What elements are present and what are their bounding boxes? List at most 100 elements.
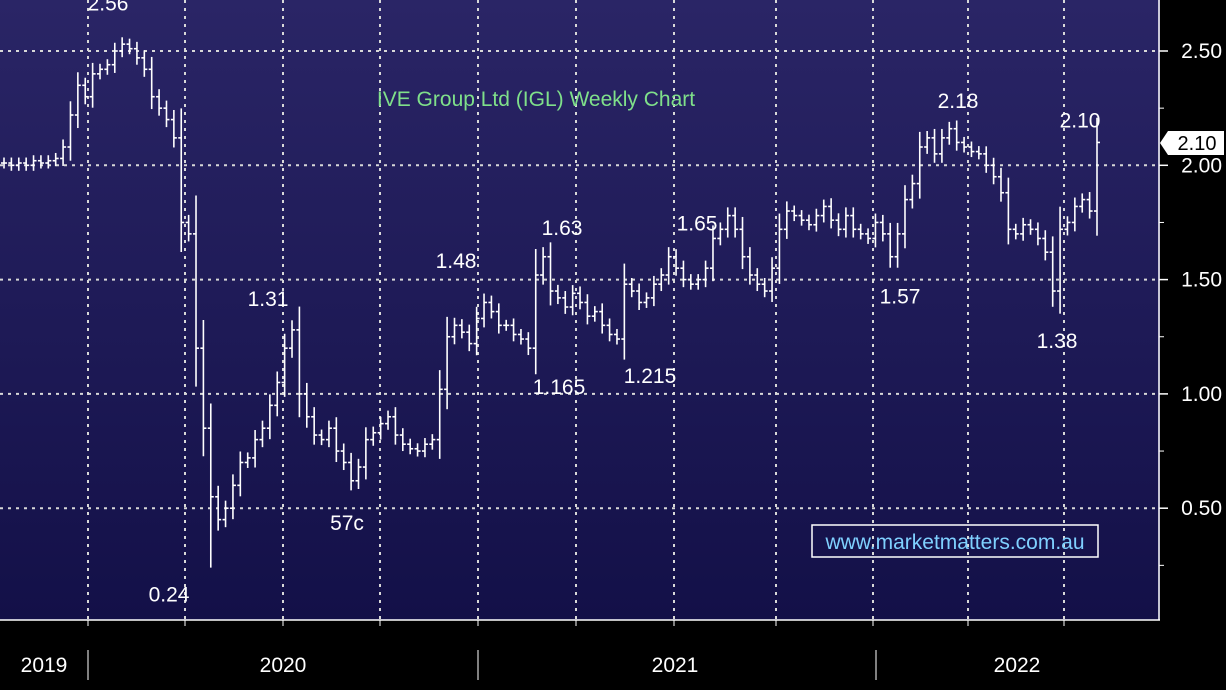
ohlc-bar: [1034, 222, 1041, 246]
ohlc-bar: [916, 131, 923, 199]
y-tick-label: 1.00: [1181, 383, 1222, 406]
last-price-tag: 2.10: [1160, 131, 1224, 155]
ohlc-bar: [997, 167, 1004, 202]
ohlc-bar: [215, 485, 222, 531]
ohlc-bar: [1027, 219, 1034, 235]
ohlc-bar: [968, 141, 975, 158]
ohlc-bar: [193, 195, 200, 387]
ohlc-bar: [1020, 217, 1027, 241]
ohlc-bar: [724, 207, 731, 238]
ohlc-bar: [15, 157, 22, 171]
plot-background: [0, 0, 1160, 620]
ohlc-bar: [628, 277, 635, 298]
ohlc-bar: [399, 428, 406, 452]
ohlc-bar: [126, 38, 133, 55]
ohlc-bar: [222, 500, 229, 528]
ohlc-bar: [1079, 193, 1086, 213]
ohlc-bar: [133, 41, 140, 65]
ohlc-bar: [901, 185, 908, 249]
ohlc-bar: [577, 286, 584, 310]
ohlc-bar: [8, 157, 15, 171]
ohlc-bar: [709, 225, 716, 282]
y-tick-label: 2.50: [1181, 40, 1222, 63]
ohlc-bar: [429, 434, 436, 450]
ohlc-bar: [540, 247, 547, 285]
y-axis: 2.50 2.00 1.50 1.00 0.50: [1159, 40, 1222, 566]
ohlc-bar: [909, 174, 916, 209]
gridlines: [0, 0, 1159, 620]
ohlc-bar: [1071, 197, 1078, 232]
ohlc-bar: [67, 101, 74, 161]
ohlc-bar: [754, 268, 761, 292]
ohlc-bar: [141, 50, 148, 77]
ohlc-bar: [510, 318, 517, 342]
ohlc-bar: [569, 285, 576, 316]
ohlc-bar: [835, 213, 842, 237]
ohlc-bar: [458, 319, 465, 339]
x-year-label: 2022: [994, 654, 1041, 677]
ohlc-bar: [170, 109, 177, 148]
ohlc-bar: [325, 420, 332, 448]
ohlc-bar: [599, 303, 606, 334]
ohlc-bar: [392, 407, 399, 445]
ohlc-bar: [1005, 177, 1012, 245]
ohlc-bar: [1094, 117, 1100, 236]
ohlc-bar: [953, 120, 960, 151]
ohlc-bar: [281, 333, 288, 397]
price-annotation: 57c: [330, 512, 364, 535]
ohlc-bar: [872, 213, 879, 248]
ohlc-bar: [421, 438, 428, 458]
ohlc-bar: [680, 260, 687, 288]
ohlc-bar: [961, 136, 968, 153]
ohlc-bar: [436, 370, 443, 459]
chart-title: IVE Group Ltd (IGL) Weekly Chart: [377, 88, 695, 111]
ohlc-bar: [407, 438, 414, 455]
price-annotation: 2.56: [88, 0, 129, 15]
ohlc-bar: [156, 89, 163, 116]
ohlc-bar: [1, 157, 7, 169]
ohlc-bar: [333, 417, 340, 463]
ohlc-bar: [887, 222, 894, 268]
ohlc-bar: [717, 222, 724, 246]
ohlc-bar: [975, 146, 982, 160]
ohlc-bar: [355, 458, 362, 489]
ohlc-bar: [702, 260, 709, 288]
ohlc-bar: [1086, 192, 1093, 219]
ohlc-bar: [362, 427, 369, 480]
ohlc-bar: [547, 242, 554, 306]
ohlc-bar: [879, 214, 886, 242]
ohlc-bar: [658, 268, 665, 292]
ohlc-bar: [584, 294, 591, 325]
ohlc-bar: [45, 155, 52, 169]
ohlc-bar: [97, 63, 104, 80]
ohlc-bar: [857, 223, 864, 240]
y-tick-label: 1.50: [1181, 269, 1222, 292]
ohlc-bar: [274, 371, 281, 417]
ohlc-bar: [798, 210, 805, 226]
ohlc-bar: [1064, 216, 1071, 236]
ohlc-bar: [791, 205, 798, 222]
ohlc-bar: [591, 306, 598, 322]
ohlc-bar: [60, 139, 67, 166]
watermark-link[interactable]: www.marketmatters.com.au: [824, 531, 1084, 554]
ohlc-bar: [532, 248, 539, 375]
ohlc-bar: [111, 42, 118, 73]
ohlc-bar: [207, 403, 214, 568]
annotations: 2.56 0.24 1.31 57c 1.48 1.165 1.63 1.215 1.65 1.5…: [88, 0, 1101, 607]
ohlc-bar: [894, 222, 901, 268]
ohlc-bar: [289, 320, 296, 358]
ohlc-bar: [503, 319, 510, 331]
ohlc-bar: [303, 382, 310, 428]
ohlc-bar: [74, 72, 81, 129]
ohlc-bar: [473, 306, 480, 356]
ohlc-bar: [311, 407, 318, 445]
ohlc-bar: [148, 56, 155, 110]
ohlc-bar: [990, 157, 997, 185]
price-annotation: 1.57: [880, 286, 921, 309]
ohlc-bar: [562, 291, 569, 314]
ohlc-bar: [636, 283, 643, 311]
ohlc-bar: [983, 146, 990, 173]
ohlc-bar: [924, 131, 931, 154]
ohlc-bar: [52, 152, 59, 167]
ohlc-bar: [444, 316, 451, 410]
